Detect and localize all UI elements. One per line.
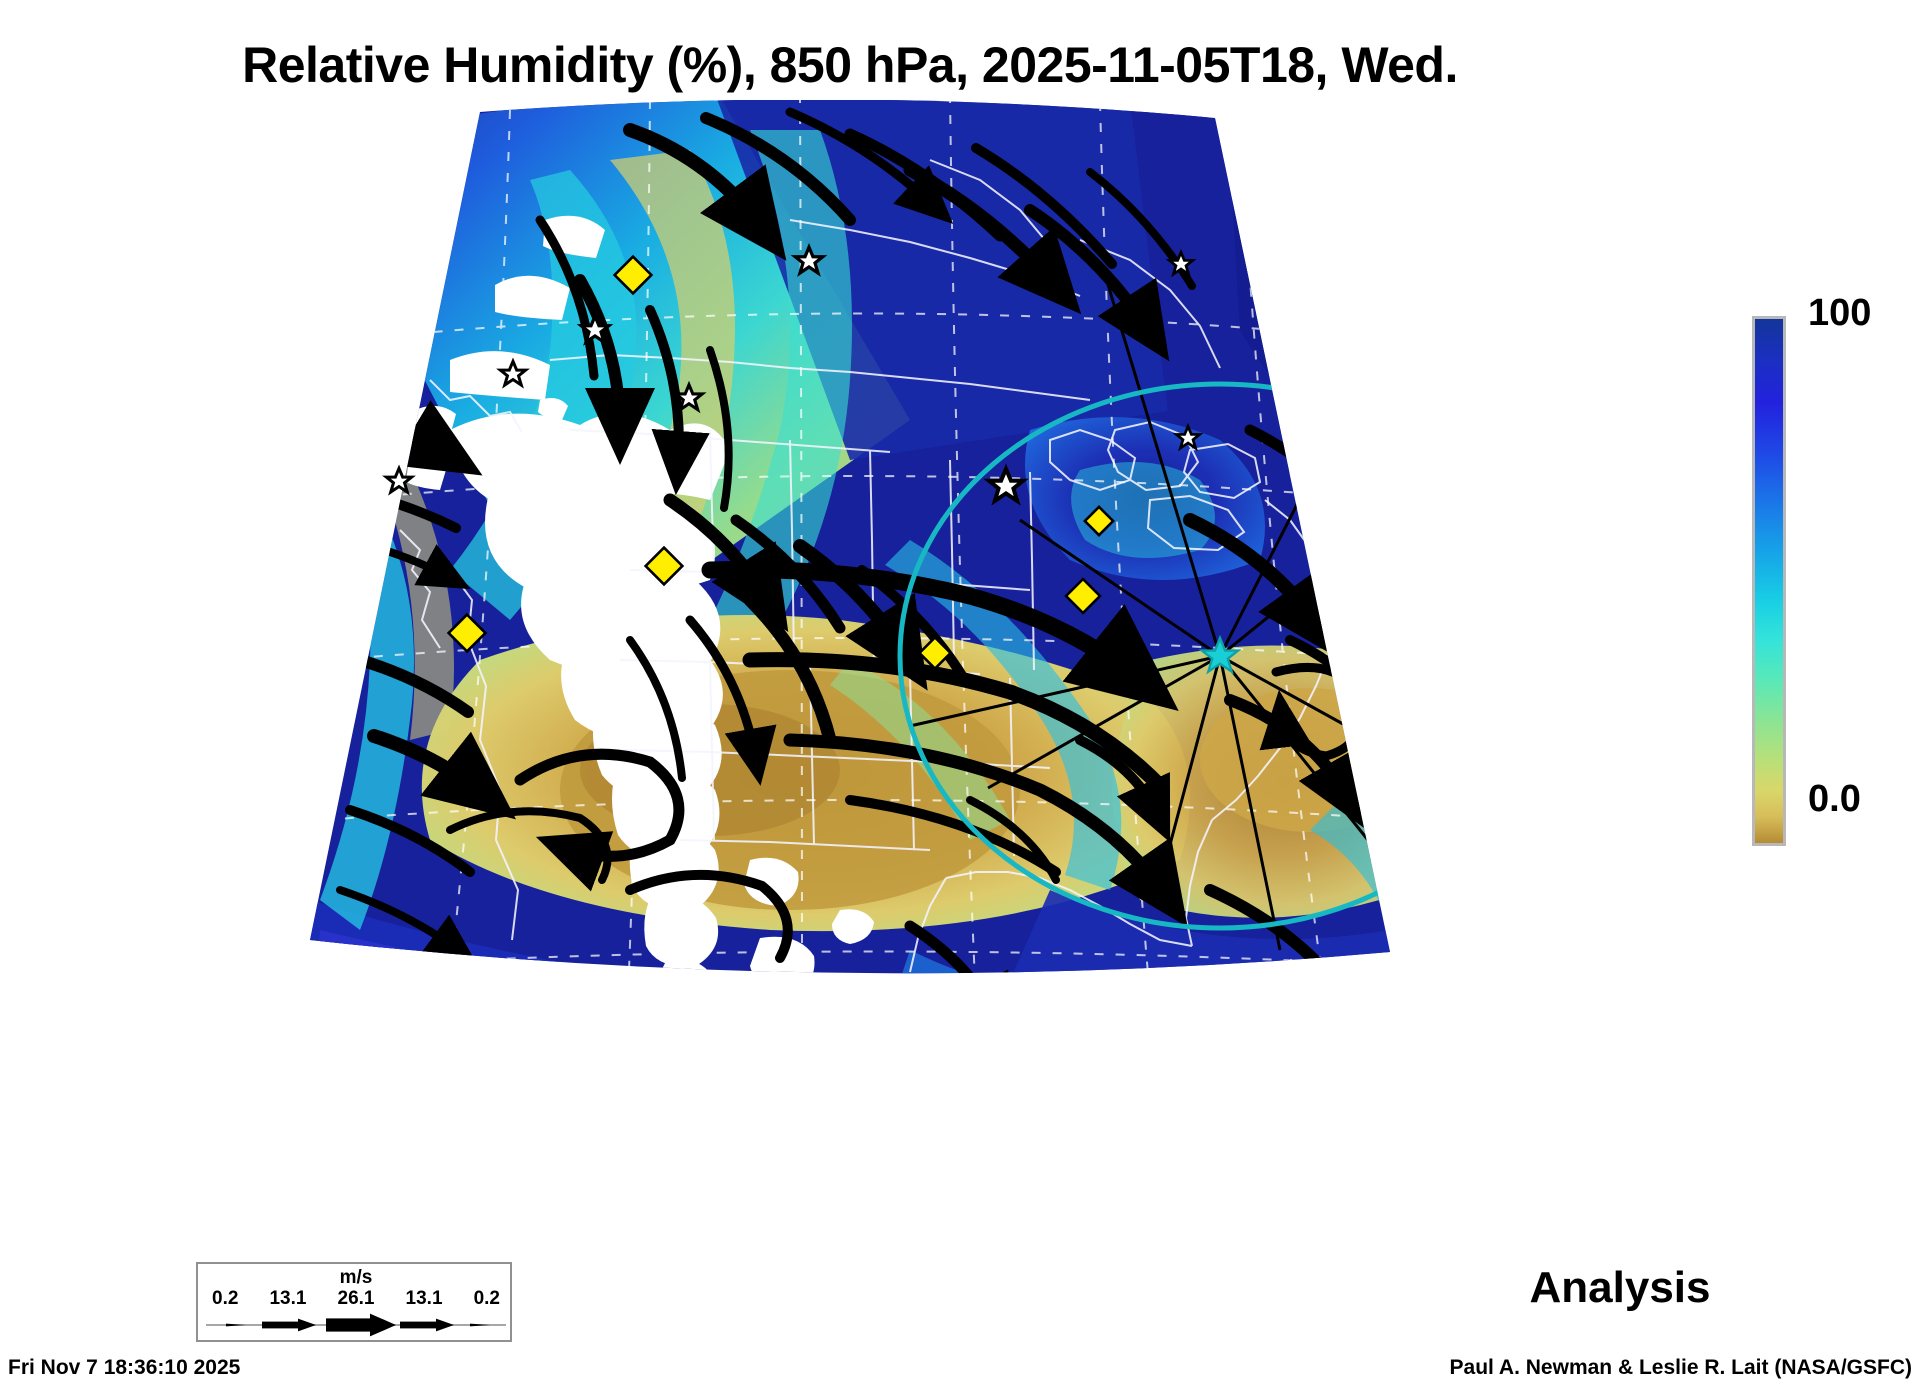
yellow-diamond-marker[interactable]: [1064, 577, 1102, 615]
author-credit: Paul A. Newman & Leslie R. Lait (NASA/GS…: [1449, 1356, 1912, 1379]
wind-tick-labels: 0.2 13.1 26.1 13.1 0.2: [198, 1288, 514, 1310]
weather-map[interactable]: [150, 100, 1570, 1230]
white-star-marker[interactable]: [576, 312, 614, 346]
white-star-marker[interactable]: [1165, 248, 1197, 278]
yellow-diamond-marker[interactable]: [643, 545, 685, 587]
wind-speed-legend: m/s 0.2 13.1 26.1 13.1 0.2: [196, 1262, 512, 1342]
wind-unit-label: m/s: [339, 1267, 373, 1288]
white-star-marker[interactable]: [671, 380, 707, 414]
flight-center-star-icon[interactable]: [1198, 634, 1242, 675]
wind-tick-label: 0.2: [212, 1288, 239, 1309]
page-title: Relative Humidity (%), 850 hPa, 2025-11-…: [242, 37, 1458, 93]
yellow-diamond-marker[interactable]: [612, 254, 654, 296]
colorbar-gradient: [1752, 316, 1786, 846]
wind-tick-label: 0.2: [473, 1288, 500, 1309]
white-star-marker[interactable]: [983, 463, 1029, 506]
colorbar: 100 0.0: [1752, 292, 1912, 846]
map-panel[interactable]: [150, 100, 1570, 1230]
station-markers[interactable]: [382, 243, 1242, 675]
yellow-diamond-marker[interactable]: [917, 635, 953, 671]
generation-timestamp: Fri Nov 7 18:36:10 2025: [8, 1356, 241, 1379]
flight-track-circle: [897, 381, 1390, 931]
white-star-marker[interactable]: [790, 243, 828, 277]
colorbar-max-label: 100: [1808, 292, 1872, 334]
wind-tick-label: 13.1: [405, 1288, 443, 1309]
wind-tick-label: 13.1: [269, 1288, 307, 1309]
wind-tick-label: 26.1: [337, 1288, 375, 1309]
yellow-diamond-marker[interactable]: [1083, 505, 1115, 537]
white-star-marker[interactable]: [496, 357, 530, 389]
analysis-label: Analysis: [1529, 1263, 1711, 1312]
wind-arrow-scale-icon: [206, 1313, 506, 1337]
white-star-marker[interactable]: [1172, 422, 1204, 452]
yellow-diamond-marker[interactable]: [446, 612, 488, 654]
colorbar-min-label: 0.0: [1808, 778, 1861, 820]
white-star-marker[interactable]: [382, 464, 416, 496]
